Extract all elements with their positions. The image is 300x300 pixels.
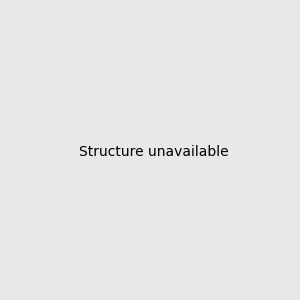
Text: Structure unavailable: Structure unavailable: [79, 145, 229, 158]
